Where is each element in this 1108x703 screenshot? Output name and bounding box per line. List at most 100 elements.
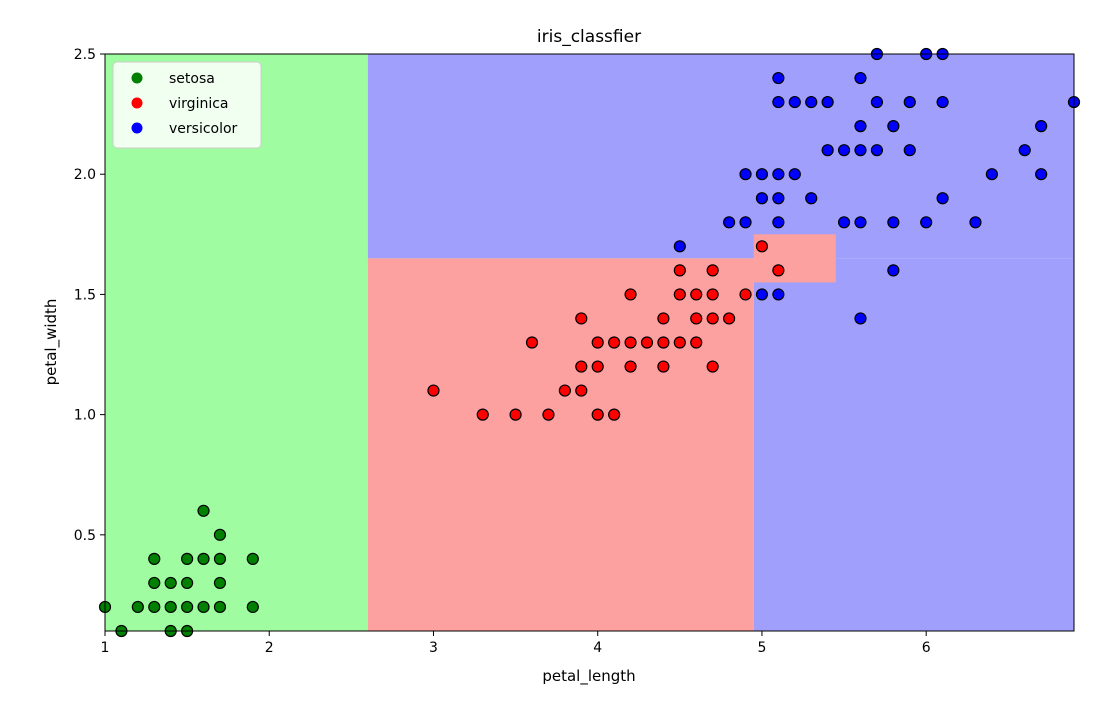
point-versicolor — [854, 216, 867, 229]
point-setosa — [164, 576, 177, 590]
point-virginica — [690, 288, 703, 301]
region-setosa — [105, 54, 368, 631]
point-virginica — [624, 336, 637, 349]
x-tick-label: 3 — [429, 640, 438, 656]
point-setosa — [148, 600, 161, 614]
point-virginica — [591, 336, 604, 349]
point-setosa — [181, 576, 194, 590]
point-versicolor — [772, 168, 785, 181]
point-virginica — [476, 408, 489, 421]
point-virginica — [706, 360, 719, 373]
point-virginica — [657, 312, 670, 325]
point-versicolor — [854, 120, 867, 133]
point-virginica — [673, 264, 686, 277]
point-virginica — [706, 312, 719, 325]
point-versicolor — [723, 216, 736, 229]
point-virginica — [657, 336, 670, 349]
point-setosa — [148, 552, 161, 565]
point-virginica — [525, 336, 539, 349]
legend-marker-virginica — [131, 97, 143, 109]
x-tick-label: 1 — [101, 640, 110, 656]
y-tick-label: 1.0 — [74, 408, 96, 424]
point-setosa — [148, 576, 161, 590]
point-versicolor — [772, 71, 785, 85]
point-virginica — [591, 360, 604, 373]
point-versicolor — [936, 95, 949, 109]
x-tick-label: 4 — [593, 640, 602, 656]
point-setosa — [213, 576, 227, 590]
point-versicolor — [755, 168, 769, 181]
point-versicolor — [870, 144, 884, 157]
point-versicolor — [772, 216, 785, 229]
point-versicolor — [854, 144, 867, 157]
point-virginica — [575, 312, 588, 325]
point-virginica — [608, 408, 621, 421]
decision-regions — [105, 54, 1074, 631]
point-virginica — [542, 408, 555, 421]
point-virginica — [608, 336, 621, 349]
y-axis: 0.5 1.0 1.5 2.0 2.5 — [74, 47, 105, 544]
region-versicolor — [753, 258, 1074, 631]
point-versicolor — [887, 120, 900, 133]
y-tick-label: 2.5 — [74, 47, 96, 63]
y-axis-label: petal_width — [42, 299, 61, 386]
point-setosa — [246, 552, 259, 565]
point-virginica — [706, 288, 719, 301]
plot-area — [98, 47, 1081, 638]
point-virginica — [575, 360, 588, 373]
legend-label-versicolor: versicolor — [169, 121, 238, 137]
point-virginica — [624, 288, 637, 301]
legend: setosa virginica versicolor — [112, 61, 262, 149]
point-versicolor — [788, 95, 801, 109]
point-versicolor — [1035, 120, 1048, 133]
point-virginica — [657, 360, 670, 373]
point-virginica — [755, 240, 769, 253]
region-virginica — [367, 258, 754, 631]
point-versicolor — [739, 168, 752, 181]
point-versicolor — [837, 216, 851, 229]
point-versicolor — [1018, 144, 1031, 157]
y-tick-label: 1.5 — [74, 287, 96, 303]
x-tick-label: 2 — [265, 640, 274, 656]
point-versicolor — [755, 192, 769, 205]
plot-frame — [104, 53, 1075, 632]
point-virginica — [624, 360, 637, 373]
point-virginica — [772, 264, 785, 277]
point-versicolor — [887, 216, 900, 229]
point-versicolor — [837, 144, 851, 157]
x-tick-label: 6 — [922, 640, 931, 656]
point-setosa — [164, 600, 177, 614]
point-virginica — [690, 312, 703, 325]
x-axis: 1 2 3 4 5 6 — [101, 631, 931, 656]
point-setosa — [213, 600, 227, 614]
point-virginica — [575, 384, 588, 397]
point-virginica — [690, 336, 703, 349]
point-versicolor — [805, 95, 818, 109]
point-setosa — [181, 552, 194, 565]
point-setosa — [197, 504, 210, 517]
region-versicolor — [367, 54, 1074, 259]
point-versicolor — [887, 264, 900, 277]
point-versicolor — [936, 192, 949, 205]
legend-label-virginica: virginica — [169, 96, 229, 112]
point-versicolor — [821, 95, 834, 109]
point-versicolor — [985, 168, 998, 181]
point-versicolor — [903, 144, 916, 157]
point-versicolor — [772, 288, 785, 301]
point-versicolor — [870, 95, 884, 109]
point-setosa — [197, 600, 210, 614]
point-virginica — [673, 288, 686, 301]
point-versicolor — [673, 240, 686, 253]
chart-title: iris_classfier — [537, 27, 641, 47]
point-virginica — [558, 384, 571, 397]
point-virginica — [723, 312, 736, 325]
point-setosa — [181, 600, 194, 614]
point-setosa — [197, 552, 210, 565]
point-virginica — [427, 384, 440, 397]
region-virginica — [753, 234, 836, 283]
point-setosa — [131, 600, 144, 614]
legend-label-setosa: setosa — [169, 71, 215, 87]
point-virginica — [640, 336, 654, 349]
legend-marker-setosa — [131, 72, 143, 84]
